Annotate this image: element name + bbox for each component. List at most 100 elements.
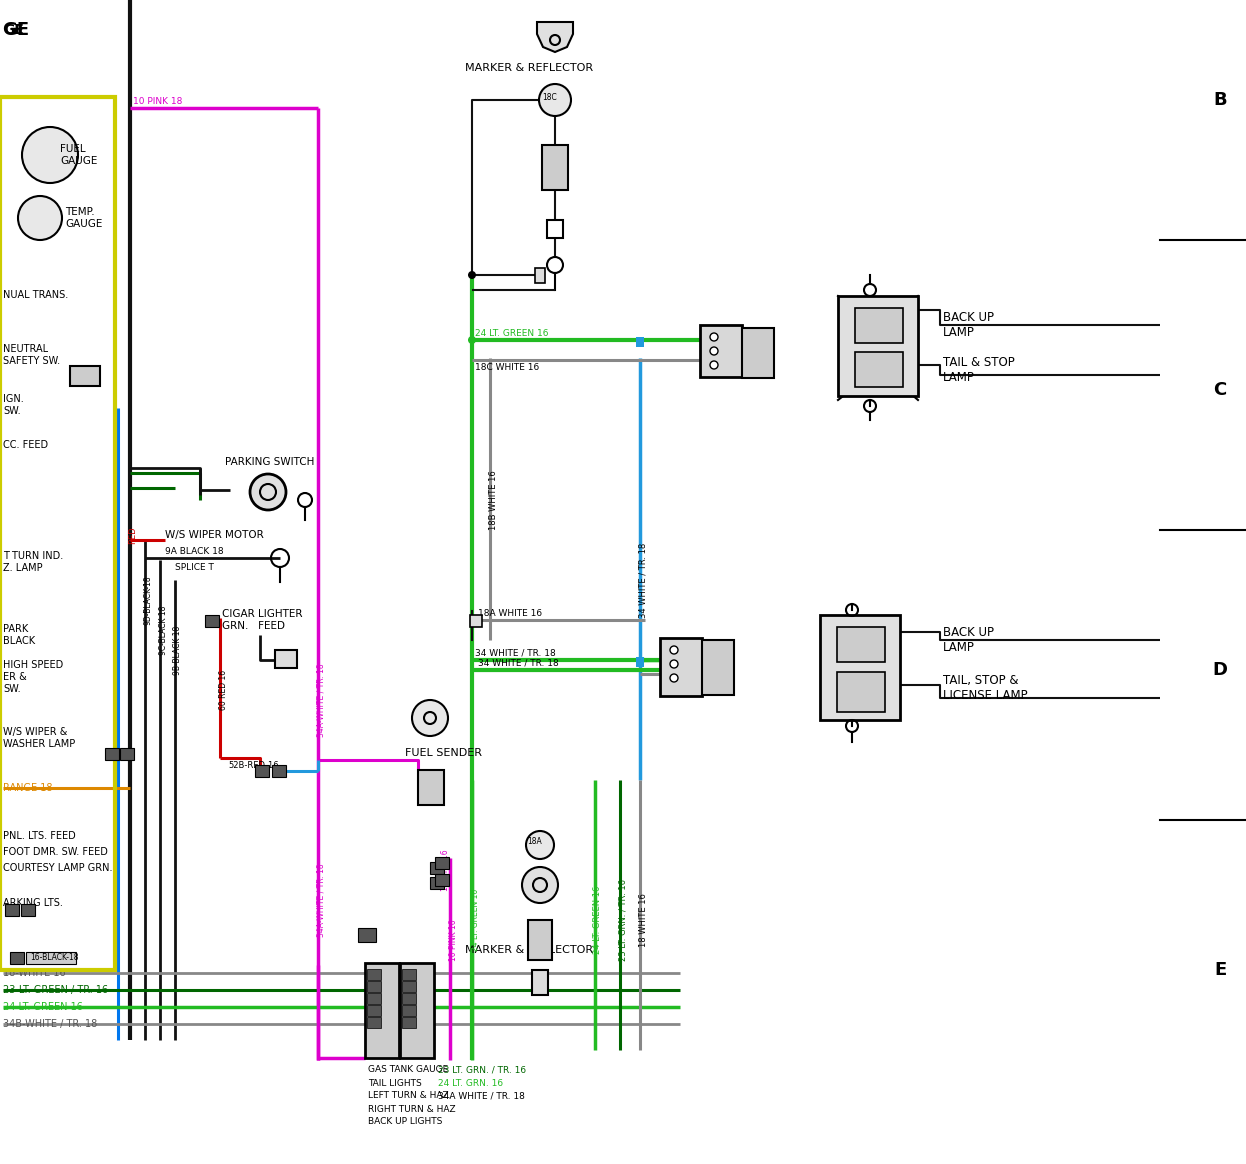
Text: 34B-WHITE / TR. 18: 34B-WHITE / TR. 18 xyxy=(2,1018,97,1029)
Bar xyxy=(402,1005,416,1016)
Bar xyxy=(402,993,416,1005)
Text: ER &
SW.: ER & SW. xyxy=(2,672,26,694)
Text: 34A-WHITE / TR. 18: 34A-WHITE / TR. 18 xyxy=(316,663,325,737)
Circle shape xyxy=(710,333,718,341)
Bar xyxy=(430,863,444,874)
Text: 14A: 14A xyxy=(273,768,285,774)
Text: 34A WHITE / TR. 18: 34A WHITE / TR. 18 xyxy=(439,1092,525,1100)
Polygon shape xyxy=(537,22,573,52)
Bar xyxy=(701,640,734,695)
Text: W/S WIPER MOTOR: W/S WIPER MOTOR xyxy=(164,530,264,540)
Text: 24 LT. GREEN 16: 24 LT. GREEN 16 xyxy=(593,886,603,954)
Bar xyxy=(365,963,399,1058)
Text: 23-LT. GREEN / TR. 16: 23-LT. GREEN / TR. 16 xyxy=(2,985,108,995)
Text: GAS TANK GAUGE: GAS TANK GAUGE xyxy=(368,1065,449,1074)
Text: 18C: 18C xyxy=(542,92,557,101)
Text: 34A-WHITE / TR. 18: 34A-WHITE / TR. 18 xyxy=(316,864,325,937)
Text: 18A: 18A xyxy=(527,838,542,846)
Text: NEUTRAL
SAFETY SW.: NEUTRAL SAFETY SW. xyxy=(2,345,60,365)
Circle shape xyxy=(710,347,718,355)
Text: 34 WHITE / TR. 18: 34 WHITE / TR. 18 xyxy=(475,648,556,658)
Bar xyxy=(358,928,376,942)
Bar xyxy=(535,268,545,283)
Text: TAIL LIGHTS: TAIL LIGHTS xyxy=(368,1079,421,1087)
Text: MARKER & REFLECTOR: MARKER & REFLECTOR xyxy=(465,945,593,954)
Bar xyxy=(402,981,416,992)
Bar xyxy=(660,638,701,696)
Text: 24 LT. GREEN 16: 24 LT. GREEN 16 xyxy=(2,1002,83,1012)
Text: 24: 24 xyxy=(405,1008,412,1013)
Bar xyxy=(837,627,885,662)
Text: 9B-BLACK 18: 9B-BLACK 18 xyxy=(173,625,182,675)
Circle shape xyxy=(522,867,558,903)
Text: X: X xyxy=(371,1020,376,1025)
Bar xyxy=(837,672,885,712)
Bar xyxy=(417,771,444,805)
Bar xyxy=(0,97,115,970)
Circle shape xyxy=(670,660,678,668)
Text: 23: 23 xyxy=(405,996,412,1001)
Bar xyxy=(435,874,449,886)
Text: FOOT DMR. SW. FEED: FOOT DMR. SW. FEED xyxy=(2,847,108,857)
Text: C: C xyxy=(1214,381,1226,399)
Text: PARKING SWITCH: PARKING SWITCH xyxy=(226,457,314,467)
Text: SPLICE T: SPLICE T xyxy=(174,562,214,572)
Bar xyxy=(635,338,644,347)
Bar xyxy=(402,968,416,980)
Bar xyxy=(120,748,135,760)
Circle shape xyxy=(412,700,449,736)
Text: GE: GE xyxy=(2,21,29,40)
Text: ARKING LTS.: ARKING LTS. xyxy=(2,897,62,908)
Text: 9D: 9D xyxy=(208,618,217,624)
Bar xyxy=(435,857,449,870)
Text: GE: GE xyxy=(2,23,24,37)
Text: 9C: 9C xyxy=(123,752,131,757)
Bar xyxy=(105,748,120,760)
Text: BACK UP
LAMP: BACK UP LAMP xyxy=(943,311,994,339)
Text: 24 LT. GRN. 16: 24 LT. GRN. 16 xyxy=(439,1079,503,1087)
Text: 18C WHITE 16: 18C WHITE 16 xyxy=(475,363,540,372)
Bar xyxy=(206,615,219,627)
Text: 10 PINK 16: 10 PINK 16 xyxy=(441,850,450,890)
Text: 18 WHITE 16: 18 WHITE 16 xyxy=(638,893,648,947)
Bar xyxy=(547,220,563,237)
Text: E: E xyxy=(1214,961,1226,979)
Text: 18: 18 xyxy=(405,984,412,989)
Text: LEFT TURN & HAZ.: LEFT TURN & HAZ. xyxy=(368,1092,451,1100)
Text: 51: 51 xyxy=(363,932,371,938)
Text: COURTESY LAMP GRN.: COURTESY LAMP GRN. xyxy=(2,863,112,873)
Circle shape xyxy=(526,831,554,859)
Text: MARKER & REFLECTOR: MARKER & REFLECTOR xyxy=(465,63,593,73)
Bar xyxy=(820,615,900,721)
Circle shape xyxy=(468,336,476,345)
Text: BACK UP LIGHTS: BACK UP LIGHTS xyxy=(368,1117,442,1127)
Circle shape xyxy=(17,196,62,240)
Circle shape xyxy=(22,127,78,183)
Bar xyxy=(368,981,381,992)
Circle shape xyxy=(250,474,287,510)
Text: 10: 10 xyxy=(434,880,441,886)
Text: 52B-RED-16: 52B-RED-16 xyxy=(228,760,279,769)
Text: 51: 51 xyxy=(24,907,32,913)
Text: 34 WHITE / TR. 18: 34 WHITE / TR. 18 xyxy=(478,659,558,667)
Text: 10: 10 xyxy=(434,866,441,871)
Text: FUEL SENDER: FUEL SENDER xyxy=(405,748,482,758)
Bar xyxy=(368,1017,381,1028)
Text: PNL. LTS. FEED: PNL. LTS. FEED xyxy=(2,831,76,842)
Bar xyxy=(275,650,297,668)
Text: 16-BLACK-18: 16-BLACK-18 xyxy=(30,953,78,963)
Text: 23 LT. GRN. / TR. 16: 23 LT. GRN. / TR. 16 xyxy=(439,1065,526,1074)
Bar xyxy=(532,970,548,995)
Text: RIGHT TURN & HAZ: RIGHT TURN & HAZ xyxy=(368,1105,456,1114)
Text: 117: 117 xyxy=(107,752,117,757)
Bar xyxy=(855,352,903,386)
Bar xyxy=(635,338,644,347)
Text: 16: 16 xyxy=(12,954,21,961)
Bar xyxy=(430,876,444,889)
Bar xyxy=(743,328,774,378)
Circle shape xyxy=(710,361,718,369)
Bar xyxy=(368,968,381,980)
Text: 10 PINK 16: 10 PINK 16 xyxy=(449,920,457,960)
Bar xyxy=(70,365,100,386)
Text: TAIL & STOP
LAMP: TAIL & STOP LAMP xyxy=(943,356,1014,384)
